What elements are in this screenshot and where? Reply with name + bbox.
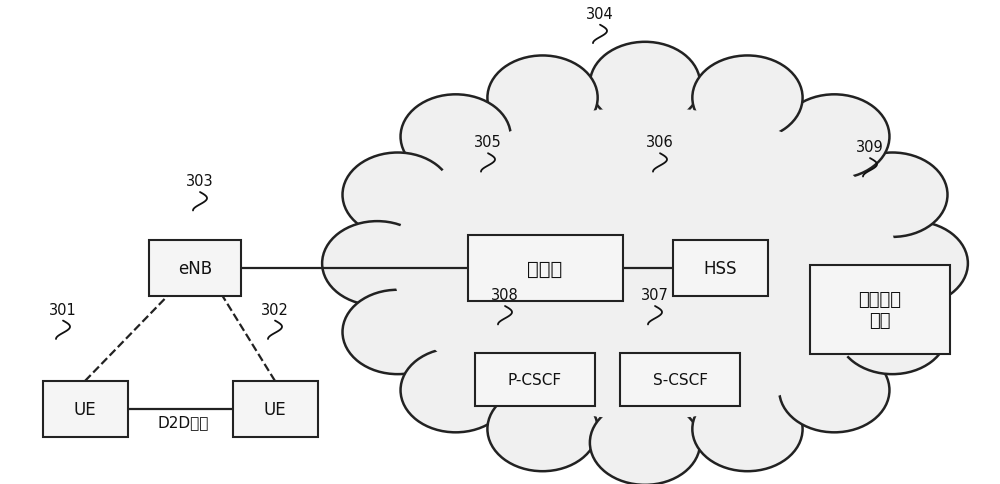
FancyBboxPatch shape	[468, 236, 622, 301]
FancyBboxPatch shape	[232, 381, 318, 437]
Ellipse shape	[487, 56, 598, 140]
Text: 302: 302	[261, 302, 289, 317]
Ellipse shape	[343, 153, 453, 238]
Text: S-CSCF: S-CSCF	[652, 373, 708, 387]
Ellipse shape	[322, 222, 432, 306]
Ellipse shape	[692, 56, 803, 140]
FancyBboxPatch shape	[149, 241, 241, 296]
Ellipse shape	[401, 348, 511, 432]
Text: UE: UE	[74, 400, 96, 418]
Text: 301: 301	[49, 302, 77, 317]
FancyBboxPatch shape	[42, 381, 128, 437]
Text: 303: 303	[186, 174, 214, 189]
FancyBboxPatch shape	[475, 353, 595, 407]
Ellipse shape	[858, 222, 968, 306]
Text: eNB: eNB	[178, 259, 212, 278]
FancyBboxPatch shape	[620, 353, 740, 407]
Ellipse shape	[590, 401, 700, 484]
Text: HSS: HSS	[703, 259, 737, 278]
Ellipse shape	[590, 43, 700, 127]
Ellipse shape	[487, 387, 598, 471]
Text: P-CSCF: P-CSCF	[508, 373, 562, 387]
Ellipse shape	[837, 290, 947, 374]
Ellipse shape	[779, 348, 889, 432]
Text: D2D通信: D2D通信	[157, 415, 209, 429]
Text: UE: UE	[264, 400, 286, 418]
Text: 305: 305	[474, 135, 502, 150]
Ellipse shape	[368, 91, 922, 437]
Ellipse shape	[393, 108, 897, 420]
Ellipse shape	[779, 95, 889, 180]
Text: 邻近服务
功能: 邻近服务 功能	[858, 290, 902, 329]
Ellipse shape	[401, 95, 511, 180]
Text: 304: 304	[586, 7, 614, 22]
Text: 服务器: 服务器	[527, 259, 563, 278]
FancyBboxPatch shape	[672, 241, 768, 296]
Ellipse shape	[837, 153, 947, 238]
Text: 307: 307	[641, 287, 669, 302]
FancyBboxPatch shape	[810, 265, 950, 355]
Ellipse shape	[692, 387, 803, 471]
Text: 308: 308	[491, 287, 519, 302]
Text: 309: 309	[856, 140, 884, 155]
Text: 306: 306	[646, 135, 674, 150]
Ellipse shape	[343, 290, 453, 374]
